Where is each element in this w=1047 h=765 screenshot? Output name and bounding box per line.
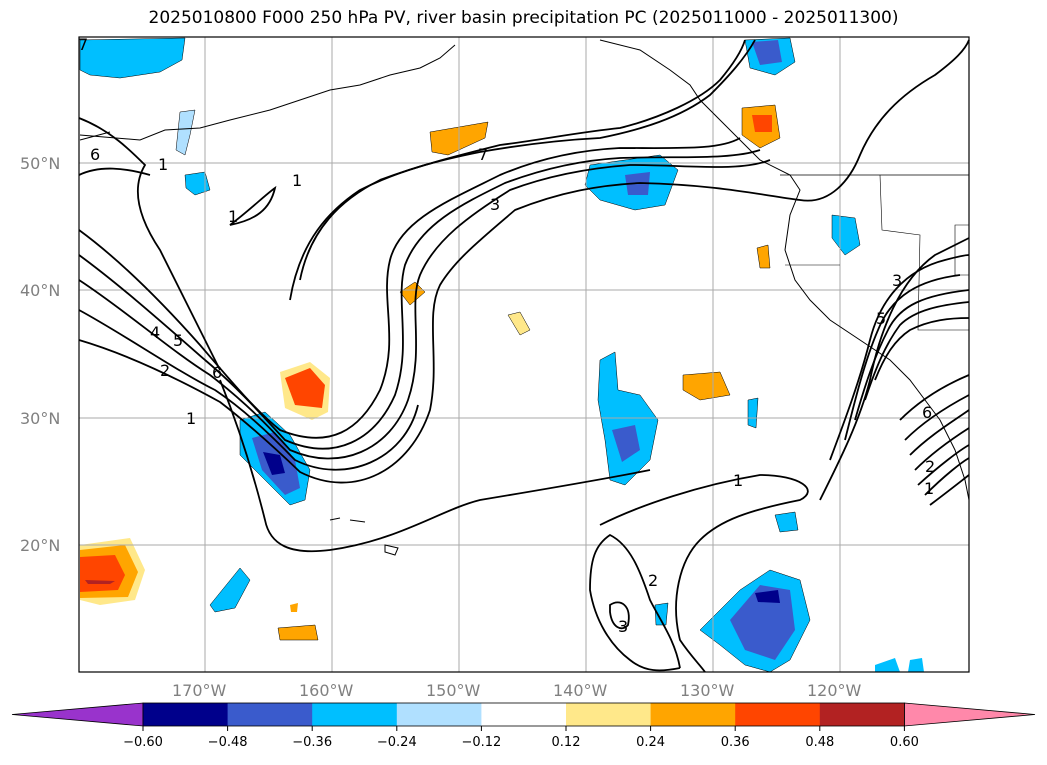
precip-neg-patch <box>747 397 759 429</box>
lon-label: 130°W <box>680 681 735 700</box>
precip-pos-patch <box>507 311 531 336</box>
lon-label: 170°W <box>172 681 227 700</box>
colorbar-tick-label: −0.24 <box>377 735 417 750</box>
contour-label: 2 <box>925 457 935 476</box>
colorbar-tick-label: 0.48 <box>805 735 834 750</box>
colorbar-border <box>142 702 905 727</box>
precip-pos-patch <box>399 281 426 306</box>
contour-label: 7 <box>478 145 488 164</box>
map-title: 2025010800 F000 250 hPa PV, river basin … <box>148 8 899 28</box>
contour-label: 5 <box>173 331 183 350</box>
lon-label: 150°W <box>426 681 481 700</box>
precip-pos-patch <box>756 244 771 269</box>
precip-neg-patch <box>175 109 196 156</box>
colorbar-segment <box>312 703 398 726</box>
precip-neg-patch <box>612 425 640 462</box>
precip-neg-patch <box>908 658 924 672</box>
precip-patches <box>79 37 924 673</box>
colorbar-segment <box>566 703 652 726</box>
contour-label: 2 <box>648 571 658 590</box>
contour-label: 7 <box>78 35 88 54</box>
contour-label: 5 <box>876 309 886 328</box>
colorbar-segment <box>819 703 905 726</box>
precip-neg-patch <box>875 658 900 672</box>
colorbar-extend-left <box>11 702 144 727</box>
precip-pos-patch <box>290 603 298 612</box>
contour-label: 4 <box>150 323 160 342</box>
graticule <box>79 37 969 672</box>
contour-label: 3 <box>490 195 500 214</box>
colorbar-segment <box>650 703 736 726</box>
contour-label: 6 <box>90 145 100 164</box>
contour-label: 3 <box>618 617 628 636</box>
colorbar-segment <box>735 703 821 726</box>
precip-neg-patch <box>752 40 782 65</box>
colorbar-tick-label: 0.36 <box>721 735 750 750</box>
precip-pos-patch <box>285 368 325 408</box>
precip-pos-patch <box>752 115 772 132</box>
precip-neg-patch <box>184 171 211 196</box>
colorbar-segment <box>481 703 567 726</box>
colorbar: −0.60 −0.48 −0.36 −0.24 −0.12 0.12 0.24 0.36 0.4… <box>11 702 1036 750</box>
coastlines <box>79 39 970 556</box>
precip-neg-patch <box>654 602 669 626</box>
contour-label: 1 <box>158 155 168 174</box>
latitude-labels: 50°N 40°N 30°N 20°N <box>20 154 60 555</box>
colorbar-tick-label: 0.12 <box>552 735 581 750</box>
contour-labels: 1 1 1 6 7 7 3 4 5 2 6 1 3 5 6 2 1 1 2 3 <box>78 35 935 636</box>
contour-label: 1 <box>292 171 302 190</box>
colorbar-segment <box>396 703 482 726</box>
lat-label: 30°N <box>20 409 60 428</box>
longitude-labels: 170°W 160°W 150°W 140°W 130°W 120°W <box>172 681 862 700</box>
lon-label: 120°W <box>807 681 862 700</box>
precip-neg-patch <box>209 567 251 613</box>
precip-neg-patch <box>79 37 186 79</box>
colorbar-tick-label: 0.60 <box>890 735 919 750</box>
contour-label: 3 <box>892 271 902 290</box>
pv-contours <box>78 39 970 673</box>
contour-label: 1 <box>924 479 934 498</box>
lat-label: 50°N <box>20 154 60 173</box>
precip-pos-patch <box>277 624 319 641</box>
precip-neg-patch <box>755 590 780 603</box>
lat-label: 20°N <box>20 536 60 555</box>
contour-label: 1 <box>228 207 238 226</box>
map-frame <box>78 36 970 673</box>
colorbar-tick-label: −0.36 <box>292 735 332 750</box>
contour-label: 6 <box>922 403 932 422</box>
colorbar-tick-label: −0.12 <box>461 735 501 750</box>
colorbar-segment <box>143 703 229 726</box>
lon-label: 140°W <box>553 681 608 700</box>
lat-label: 40°N <box>20 281 60 300</box>
precip-pos-patch <box>682 371 731 401</box>
colorbar-tick-label: −0.48 <box>208 735 248 750</box>
colorbar-segment <box>227 703 313 726</box>
precip-neg-patch <box>263 452 285 475</box>
precip-neg-patch <box>730 585 795 660</box>
colorbar-extend-right <box>904 702 1036 727</box>
contour-label: 2 <box>160 361 170 380</box>
contour-label: 1 <box>186 409 196 428</box>
precip-pos-patch <box>85 580 115 584</box>
contour-label: 6 <box>212 363 222 382</box>
precip-neg-patch <box>831 214 861 256</box>
precip-neg-patch <box>774 511 799 533</box>
colorbar-tick-label: −0.60 <box>123 735 163 750</box>
lon-label: 160°W <box>299 681 354 700</box>
colorbar-tick-label: 0.24 <box>636 735 665 750</box>
contour-label: 1 <box>733 471 743 490</box>
